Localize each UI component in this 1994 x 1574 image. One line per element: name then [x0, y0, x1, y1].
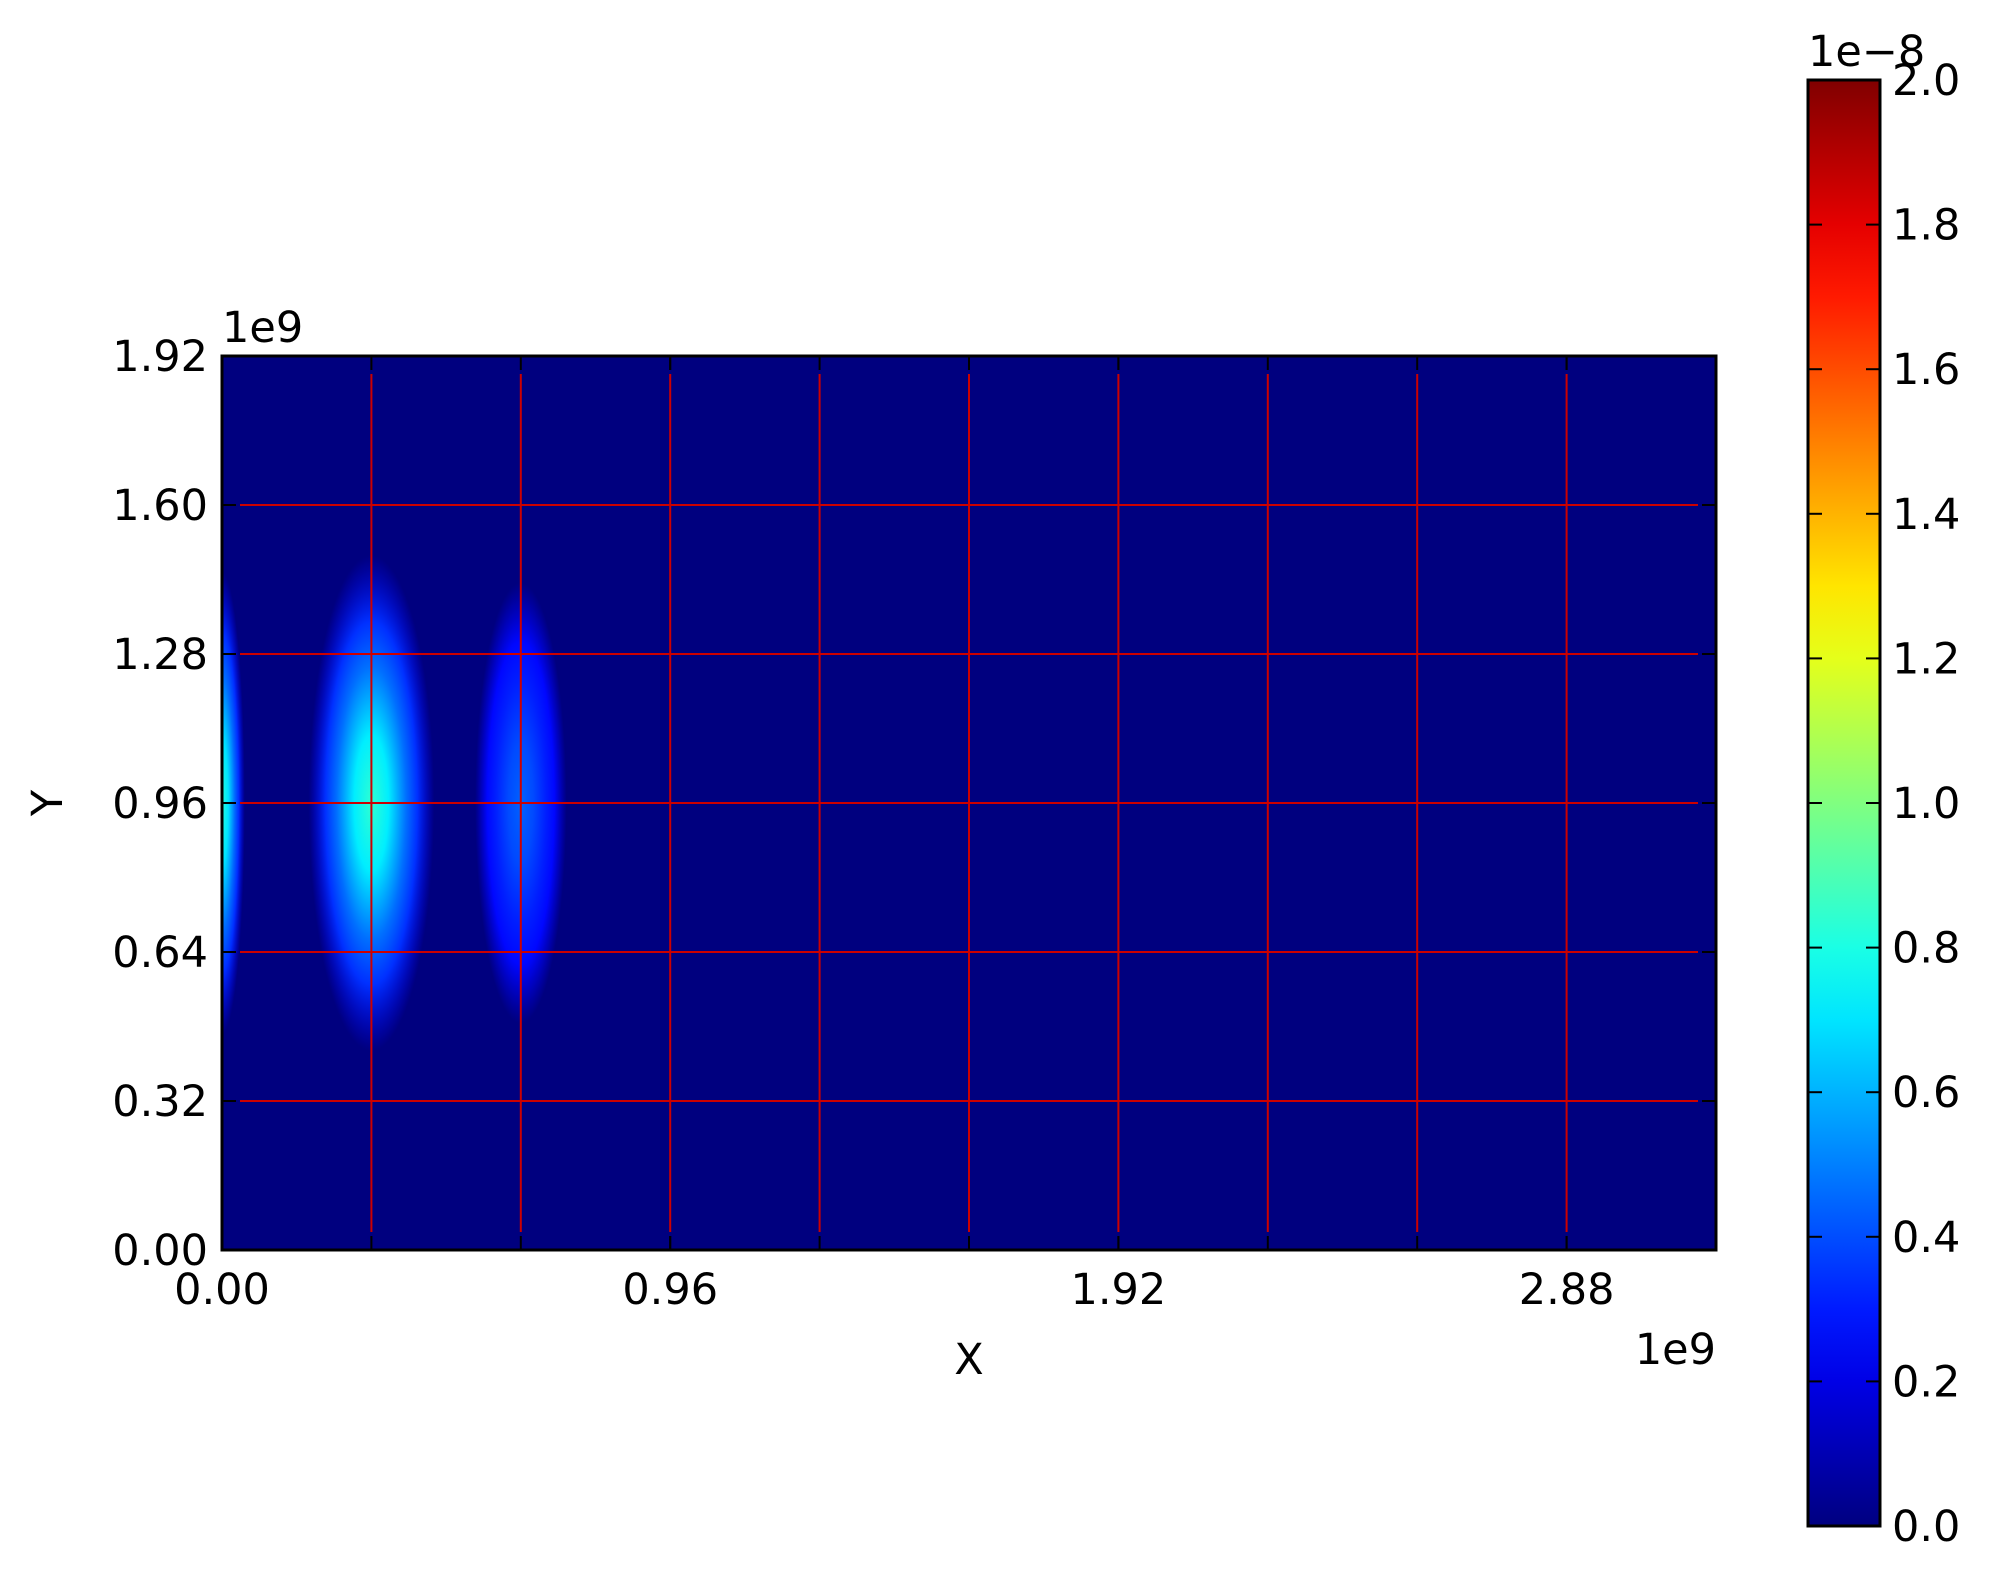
x-tick-label: 2.88 — [1519, 1265, 1615, 1315]
y-axis-label: Y — [23, 789, 73, 817]
colorbar-tick-label: 0.6 — [1892, 1068, 1960, 1118]
y-tick-label: 1.92 — [112, 332, 208, 382]
y-offset-label: 1e9 — [222, 303, 303, 353]
x-tick-labels: 0.00 0.96 1.92 2.88 — [174, 1265, 1614, 1315]
y-tick-label: 0.00 — [112, 1226, 208, 1276]
x-tick-label: 0.96 — [622, 1265, 718, 1315]
colorbar-tick-label: 0.8 — [1892, 924, 1960, 974]
colorbar-tick-label: 1.8 — [1892, 201, 1960, 251]
colorbar-tick-label: 1.4 — [1892, 490, 1960, 540]
x-axis-label: X — [954, 1335, 983, 1385]
y-tick-label: 1.60 — [112, 481, 208, 531]
y-tick-label: 0.96 — [112, 779, 208, 829]
y-tick-label: 1.28 — [112, 630, 208, 680]
colorbar-tick-label: 0.4 — [1892, 1213, 1960, 1263]
colorbar-tick-label: 1.0 — [1892, 779, 1960, 829]
colorbar-tick-label: 1.6 — [1892, 345, 1960, 395]
colorbar: 0.00.20.40.60.81.01.21.41.61.82.0 1e−8 — [1808, 27, 1960, 1552]
colorbar-tick-label: 0.2 — [1892, 1357, 1960, 1407]
y-tick-label: 0.64 — [112, 928, 208, 978]
colorbar-tick-label: 1.2 — [1892, 634, 1960, 684]
plot-area — [194, 356, 1716, 1250]
x-tick-label: 1.92 — [1071, 1265, 1167, 1315]
x-offset-label: 1e9 — [1635, 1325, 1716, 1375]
colorbar-tick-labels: 0.00.20.40.60.81.01.21.41.61.82.0 — [1892, 56, 1960, 1552]
y-tick-labels: 0.00 0.32 0.64 0.96 1.28 1.60 1.92 — [112, 332, 208, 1276]
colorbar-offset-label: 1e−8 — [1808, 27, 1925, 77]
y-tick-label: 0.32 — [112, 1077, 208, 1127]
colorbar-tick-label: 0.0 — [1892, 1502, 1960, 1552]
